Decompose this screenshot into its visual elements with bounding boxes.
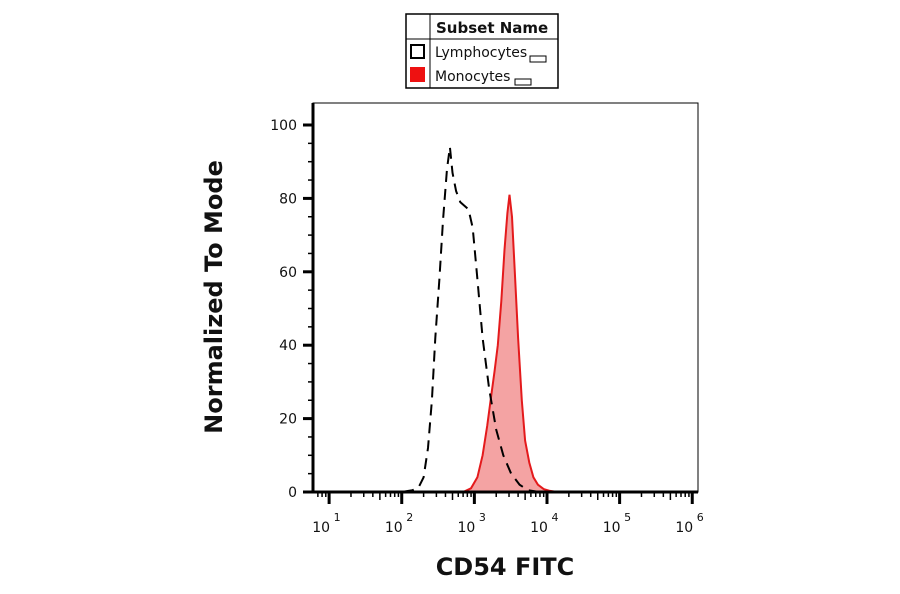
x-tick-exponent: 5 — [624, 511, 631, 524]
legend-line-sample-monocytes — [514, 78, 532, 86]
y-tick-label: 20 — [279, 412, 297, 428]
x-tick-exponent: 1 — [334, 511, 341, 524]
x-tick-exponent: 2 — [406, 511, 413, 524]
x-axis-title: CD54 FITC — [436, 553, 575, 581]
legend-swatch-lymphocytes — [410, 44, 425, 59]
x-tick-label: 10 — [603, 520, 621, 536]
legend-line-sample-lymphocytes — [529, 55, 547, 63]
series-line-monocytes — [313, 194, 698, 493]
legend-swatch-monocytes — [410, 67, 425, 82]
legend-label-monocytes: Monocytes — [435, 69, 510, 85]
legend-header: Subset Name — [436, 19, 548, 37]
x-tick-exponent: 6 — [697, 511, 704, 524]
x-tick-label: 10 — [530, 520, 548, 536]
legend-box — [405, 13, 559, 89]
y-tick-label: 80 — [279, 191, 297, 207]
x-tick-exponent: 3 — [479, 511, 486, 524]
x-tick-label: 10 — [385, 520, 403, 536]
legend: Subset Name Lymphocytes Monocytes — [405, 13, 559, 89]
x-tick-label: 10 — [457, 520, 475, 536]
y-tick-label: 60 — [279, 265, 297, 281]
y-axis-ticks: 0 20 40 60 80 100 — [270, 118, 313, 501]
y-tick-label: 0 — [288, 485, 297, 501]
x-tick-label: 10 — [312, 520, 330, 536]
x-tick-label: 10 — [675, 520, 693, 536]
legend-label-lymphocytes: Lymphocytes — [435, 45, 527, 61]
y-axis-title: Normalized To Mode — [200, 160, 228, 434]
y-tick-label: 40 — [279, 338, 297, 354]
series-line-lymphocytes — [313, 146, 698, 493]
x-tick-exponent: 4 — [551, 511, 558, 524]
y-tick-label: 100 — [270, 118, 297, 134]
series-layer — [313, 146, 698, 493]
series-area-monocytes — [313, 194, 698, 492]
